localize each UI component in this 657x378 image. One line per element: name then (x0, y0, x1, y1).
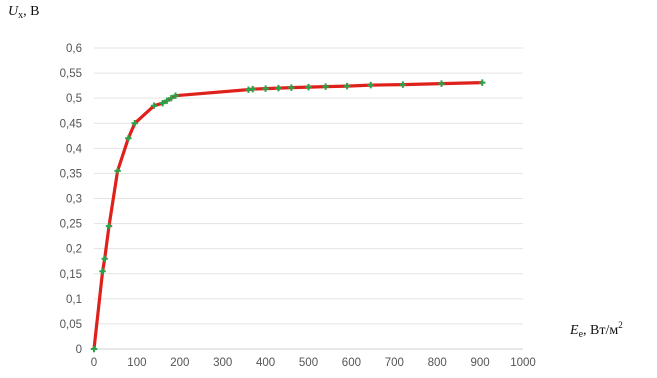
data-point (125, 135, 132, 142)
data-point (367, 81, 374, 89)
x-tick-label: 600 (342, 357, 361, 369)
x-axis-superscript: 2 (618, 320, 623, 330)
data-point (99, 268, 106, 275)
data-point (438, 80, 445, 87)
y-tick-label: 0,05 (60, 319, 82, 331)
y-tick-label: 0,25 (60, 219, 82, 231)
y-axis-subscript: x (18, 10, 24, 21)
data-point (114, 167, 121, 175)
data-point (101, 255, 108, 262)
y-tick-label: 0,2 (66, 244, 82, 256)
y-tick-label: 0 (76, 344, 82, 356)
y-tick-label: 0,35 (60, 168, 82, 180)
grid-lines (94, 47, 523, 350)
data-point (305, 83, 312, 91)
data-point (168, 94, 175, 102)
x-tick-label: 100 (127, 357, 146, 369)
series-curve (92, 81, 484, 351)
data-point (105, 222, 113, 230)
x-tick-label: 0 (91, 357, 97, 369)
y-axis-variable: U (8, 4, 19, 19)
x-axis-variable: E (570, 323, 579, 338)
x-tick-label: 400 (256, 357, 275, 369)
y-tick-label: 0,4 (66, 143, 83, 155)
data-point (479, 79, 486, 86)
y-tick-label: 0,6 (66, 43, 82, 55)
y-tick-labels: 0 0,05 0,1 0,15 0,2 0,25 0,3 0,35 0,4 0,45 0,5 0,55… (60, 43, 83, 356)
x-tick-labels: 0 100 200 300 400 500 600 700 800 900 1000 (91, 357, 536, 369)
x-tick-label: 200 (170, 357, 189, 369)
y-axis-unit: , В (23, 4, 40, 19)
series-markers (90, 79, 486, 353)
y-tick-label: 0,5 (66, 93, 82, 105)
data-point (163, 97, 171, 104)
data-point (90, 345, 98, 353)
x-tick-label: 800 (428, 357, 447, 369)
data-point (288, 84, 295, 91)
data-point (150, 102, 158, 109)
data-point (343, 82, 351, 90)
y-axis-label: Ux, В (8, 4, 39, 21)
data-point (275, 84, 282, 92)
data-point (249, 85, 256, 93)
x-tick-label: 700 (385, 357, 404, 369)
data-point (322, 83, 329, 90)
x-axis-unit: , Вт/м (583, 323, 619, 338)
y-tick-label: 0,45 (60, 118, 82, 130)
x-tick-label: 1000 (510, 357, 536, 369)
x-tick-label: 900 (471, 357, 490, 369)
data-point (159, 99, 166, 107)
series-line (92, 81, 484, 351)
y-tick-label: 0,1 (66, 294, 82, 306)
data-point (172, 92, 179, 99)
data-point (262, 85, 269, 92)
y-tick-label: 0,3 (66, 194, 82, 206)
y-tick-label: 0,55 (60, 68, 82, 80)
data-point (399, 81, 407, 88)
y-tick-label: 0,15 (60, 269, 82, 281)
data-point (131, 120, 138, 127)
x-axis-subscript: e (578, 329, 584, 340)
x-axis-label: Ee, Вт/м2 (570, 320, 623, 340)
x-tick-label: 300 (213, 357, 232, 369)
x-tick-label: 500 (299, 357, 318, 369)
